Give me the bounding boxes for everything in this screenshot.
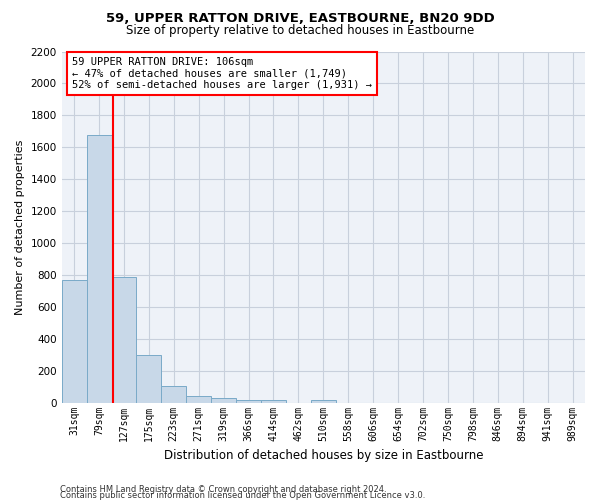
Text: 59 UPPER RATTON DRIVE: 106sqm
← 47% of detached houses are smaller (1,749)
52% o: 59 UPPER RATTON DRIVE: 106sqm ← 47% of d… <box>72 57 372 90</box>
Bar <box>136 355 161 403</box>
Bar <box>86 134 112 403</box>
Bar <box>186 396 211 403</box>
Bar <box>211 398 236 403</box>
Bar <box>236 400 261 403</box>
Bar <box>311 400 336 403</box>
Text: 59, UPPER RATTON DRIVE, EASTBOURNE, BN20 9DD: 59, UPPER RATTON DRIVE, EASTBOURNE, BN20… <box>106 12 494 26</box>
Text: Size of property relative to detached houses in Eastbourne: Size of property relative to detached ho… <box>126 24 474 37</box>
Text: Contains HM Land Registry data © Crown copyright and database right 2024.: Contains HM Land Registry data © Crown c… <box>60 484 386 494</box>
Text: Contains public sector information licensed under the Open Government Licence v3: Contains public sector information licen… <box>60 490 425 500</box>
Bar <box>161 386 186 403</box>
Bar <box>112 277 136 403</box>
Bar <box>62 280 86 403</box>
Y-axis label: Number of detached properties: Number of detached properties <box>15 140 25 315</box>
X-axis label: Distribution of detached houses by size in Eastbourne: Distribution of detached houses by size … <box>164 450 483 462</box>
Bar <box>261 400 286 403</box>
